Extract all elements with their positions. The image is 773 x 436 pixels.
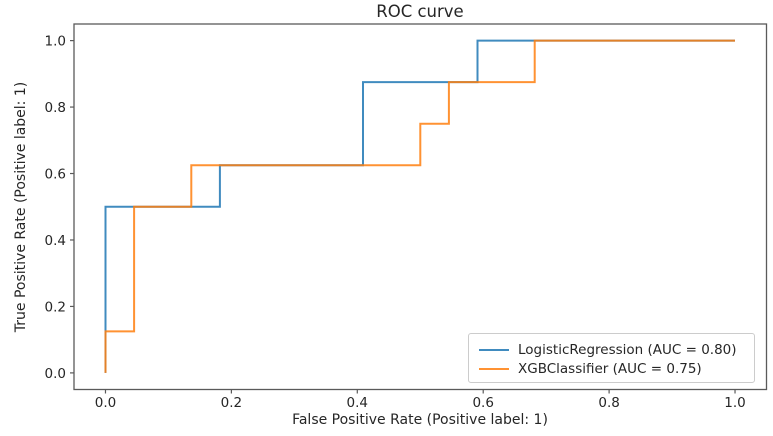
y-tick-label: 0.2: [45, 299, 66, 315]
series-layer: [104, 39, 735, 373]
legend-line-swatch-xgbclassifier: [479, 367, 509, 370]
legend-label: XGBClassifier (AUC = 0.75): [518, 360, 702, 377]
x-tick-label: 0.4: [347, 395, 368, 411]
x-axis-ticks: 0.0 0.2 0.4 0.6 0.8 1.0: [95, 389, 746, 411]
legend-line-swatch-logisticregression: [479, 348, 509, 351]
y-axis-ticks: 0.0 0.2 0.4 0.6 0.8 1.0: [45, 34, 74, 382]
y-tick-label: 0.4: [45, 233, 66, 249]
legend-item: LogisticRegression (AUC = 0.80): [479, 340, 748, 359]
legend-label: LogisticRegression (AUC = 0.80): [518, 341, 737, 358]
y-tick-label: 1.0: [45, 34, 66, 50]
x-tick-label: 1.0: [724, 395, 745, 411]
chart-title: ROC curve: [376, 2, 463, 21]
legend-item: XGBClassifier (AUC = 0.75): [479, 359, 748, 378]
roc-curve-xgbclassifier: [104, 39, 735, 373]
y-axis-label: True Positive Rate (Positive label: 1): [13, 82, 29, 333]
x-tick-label: 0.6: [472, 395, 493, 411]
x-tick-label: 0.0: [95, 395, 116, 411]
x-tick-label: 0.8: [598, 395, 619, 411]
axes-spines: [73, 23, 768, 391]
y-tick-label: 0.0: [45, 366, 66, 382]
legend: LogisticRegression (AUC = 0.80) XGBClass…: [468, 333, 755, 383]
y-tick-label: 0.8: [45, 100, 66, 116]
y-tick-label: 0.6: [45, 167, 66, 183]
x-tick-label: 0.2: [221, 395, 242, 411]
x-axis-label: False Positive Rate (Positive label: 1): [292, 412, 548, 428]
